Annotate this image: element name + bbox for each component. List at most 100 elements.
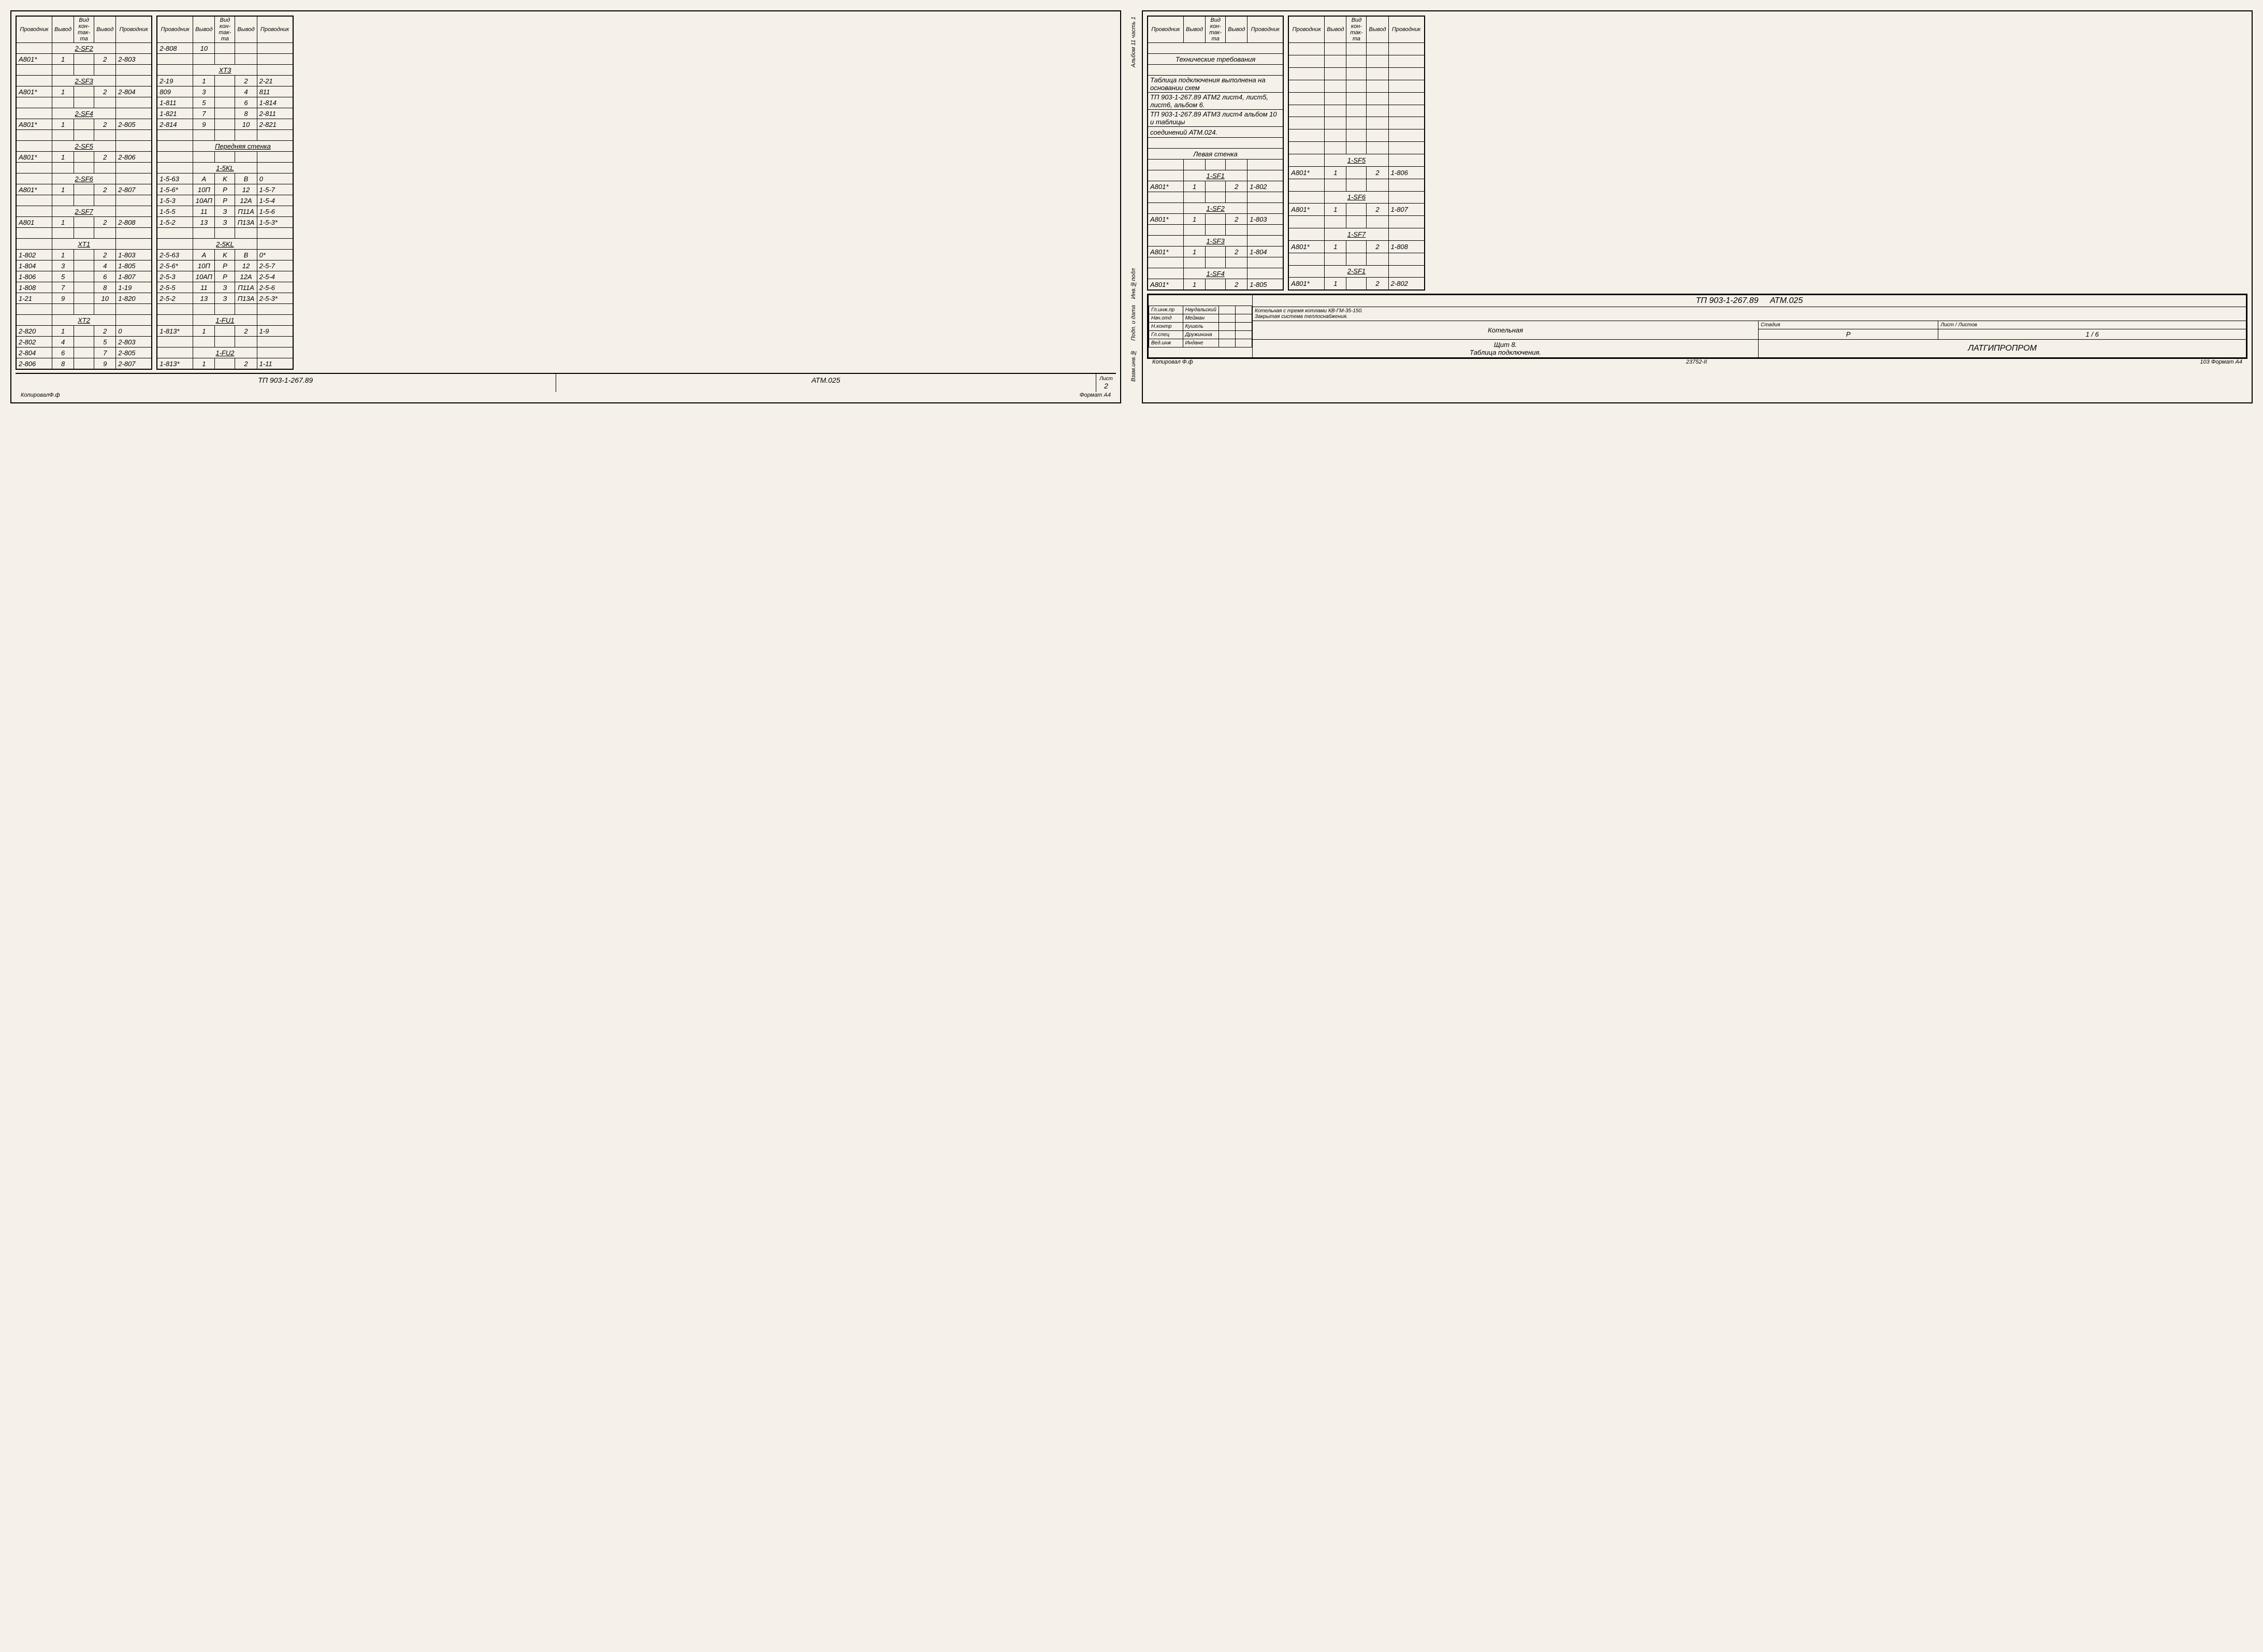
table-row: 2-19122-21 bbox=[157, 76, 293, 86]
note-row: Левая стенка bbox=[1148, 149, 1283, 160]
table-row: 1-821782-811 bbox=[157, 108, 293, 119]
sub1: Щит 8. bbox=[1494, 341, 1517, 349]
table-row: 1-SF5 bbox=[1288, 154, 1424, 166]
table-row: XT2 bbox=[16, 315, 152, 326]
table-row bbox=[16, 304, 152, 315]
table-row bbox=[1288, 253, 1424, 265]
table-row bbox=[16, 195, 152, 206]
table-row: A801*122-806 bbox=[16, 152, 152, 163]
note-row bbox=[1148, 65, 1283, 76]
table-row: A801122-808 bbox=[16, 217, 152, 228]
table-row: 2-804672-805 bbox=[16, 347, 152, 358]
table-row: A801*121-803 bbox=[1148, 214, 1283, 225]
table-row: 2-802452-803 bbox=[16, 337, 152, 347]
copied-by: КопировалФ.ф bbox=[21, 392, 60, 398]
table-row: 1-SF1 bbox=[1148, 170, 1283, 181]
atm-number: АТМ.025 bbox=[556, 374, 1096, 392]
table-row: 2-5-63AKB0* bbox=[157, 250, 293, 260]
table-row: 1-219101-820 bbox=[16, 293, 152, 304]
note-row: ТП 903-1-267.89 АТМ2 лист4, лист5, лист6… bbox=[1148, 93, 1283, 110]
table-row bbox=[157, 228, 293, 239]
table-row: 1-813*121-9 bbox=[157, 326, 293, 337]
table-row: 1-SF7 bbox=[1288, 228, 1424, 241]
note-row: Таблица подключения выполнена на основан… bbox=[1148, 76, 1283, 93]
title-block: Гл.инж.прНаудальскийНач.отдМейманН.контр… bbox=[1147, 294, 2247, 359]
left-footer: ТП 903-1-267.89 АТМ.025 Лист 2 bbox=[16, 373, 1116, 392]
connection-table-c: Проводник Вывод Вид кон-так-та Вывод Про… bbox=[1147, 16, 1284, 291]
tp-number: ТП 903-1-267.89 bbox=[16, 374, 556, 392]
table-row: A801*122-803 bbox=[16, 54, 152, 65]
list-label: Лист bbox=[1098, 376, 1114, 382]
table-row bbox=[1288, 179, 1424, 191]
table-row: XT3 bbox=[157, 65, 293, 76]
table-row: 2-SF4 bbox=[16, 108, 152, 119]
table-row: 2-SF7 bbox=[16, 206, 152, 217]
table-row: 1-5-511ЗП11А1-5-6 bbox=[157, 206, 293, 217]
table-row: 2-SF5 bbox=[16, 141, 152, 152]
copied-by-r: Копировал Ф.ф bbox=[1152, 359, 1193, 365]
table-row: 1-808781-19 bbox=[16, 282, 152, 293]
table-row: 2-806892-807 bbox=[16, 358, 152, 370]
signature-row: Вед.инжИндане bbox=[1149, 339, 1252, 347]
table-row: 1-SF3 bbox=[1148, 236, 1283, 247]
table-row: A801*122-807 bbox=[16, 184, 152, 195]
table-row bbox=[1288, 216, 1424, 228]
table-row: 1-5KL bbox=[157, 163, 293, 173]
tbody-a: 2-SF2A801*122-8032-SF3A801*122-8042-SF4A… bbox=[16, 43, 152, 370]
table-row: 2-5KL bbox=[157, 239, 293, 250]
table-row: A801*121-805 bbox=[1148, 279, 1283, 291]
left-page: Проводник Вывод Вид кон-так-та Вывод Про… bbox=[10, 10, 1121, 403]
table-row: A801*121-802 bbox=[1148, 181, 1283, 192]
note-row: Технические требования bbox=[1148, 54, 1283, 65]
table-row: 2-8149102-821 bbox=[157, 119, 293, 130]
table-row: 2-820120 bbox=[16, 326, 152, 337]
stamp-repl: Взам.инв.№ bbox=[1130, 350, 1137, 382]
album-label: Альбом 11 часть 1 bbox=[1130, 17, 1137, 67]
listov-n: 6 bbox=[2095, 330, 2099, 338]
table-row: 80934811 bbox=[157, 86, 293, 97]
table-row: 2-5-511ЗП11А2-5-6 bbox=[157, 282, 293, 293]
table-row: 1-5-63AKB0 bbox=[157, 173, 293, 184]
table-row: 2-SF1 bbox=[1288, 265, 1424, 278]
list-h: Лист bbox=[1940, 322, 1954, 328]
table-row: A801*121-808 bbox=[1288, 240, 1424, 253]
table-row: 1-SF2 bbox=[1148, 203, 1283, 214]
obj-name: Котельная bbox=[1253, 321, 1759, 340]
table-row: Передняя стенка bbox=[157, 141, 293, 152]
inv-no: 23752-II bbox=[1686, 359, 1707, 365]
table-row: 1-5-6*10ПР121-5-7 bbox=[157, 184, 293, 195]
tbody-d: 1-SF5A801*121-8061-SF6A801*121-8071-SF7A… bbox=[1288, 43, 1424, 291]
signature-row: Нач.отдМейман bbox=[1149, 314, 1252, 322]
table-row: 2-SF2 bbox=[16, 43, 152, 54]
table-row: 1-FU1 bbox=[157, 315, 293, 326]
signature-row: Гл.спецДружинина bbox=[1149, 330, 1252, 339]
table-row: A801*122-805 bbox=[16, 119, 152, 130]
hdr-vyv2: Вывод bbox=[94, 16, 116, 43]
listov-h: Листов bbox=[1958, 322, 1977, 328]
connection-table-d: Проводник Вывод Вид кон-так-та Вывод Про… bbox=[1288, 16, 1425, 291]
note-row bbox=[1148, 138, 1283, 149]
hdr-prov2: Проводник bbox=[116, 16, 152, 43]
table-row bbox=[1148, 192, 1283, 203]
signatures-table: Гл.инж.прНаудальскийНач.отдМейманН.контр… bbox=[1149, 306, 1252, 347]
format-label: Формат А4 bbox=[1080, 392, 1111, 398]
connection-table-b: Проводник Вывод Вид кон-так-та Вывод Про… bbox=[156, 16, 293, 370]
table-row: A801*121-806 bbox=[1288, 166, 1424, 179]
sheet-number: 2 bbox=[1098, 382, 1114, 390]
org: ЛАТГИПРОПРОМ bbox=[1759, 340, 2246, 358]
table-row: 2-SF3 bbox=[16, 76, 152, 86]
table-row bbox=[1148, 225, 1283, 236]
note-row: соединений АТМ.024. bbox=[1148, 127, 1283, 138]
roles-body: Гл.инж.прНаудальскийНач.отдМейманН.контр… bbox=[1149, 306, 1252, 347]
table-row: A801*122-802 bbox=[1288, 278, 1424, 290]
list-n: 1 bbox=[2086, 330, 2090, 338]
table-row: A801*121-804 bbox=[1148, 247, 1283, 257]
stamp-sign: Подп. и дата bbox=[1130, 305, 1137, 341]
table-row bbox=[1288, 142, 1424, 154]
desc2: Закрытая система теплоснабжения. bbox=[1255, 314, 1348, 320]
table-row bbox=[1148, 257, 1283, 268]
tbody-b: 2-80810XT32-19122-21809348111-811561-814… bbox=[157, 43, 293, 370]
tb-tp: ТП 903-1-267.89 bbox=[1696, 296, 1759, 305]
table-row: 1-FU2 bbox=[157, 347, 293, 358]
stamp-inv: Инв.№подл bbox=[1130, 268, 1137, 299]
